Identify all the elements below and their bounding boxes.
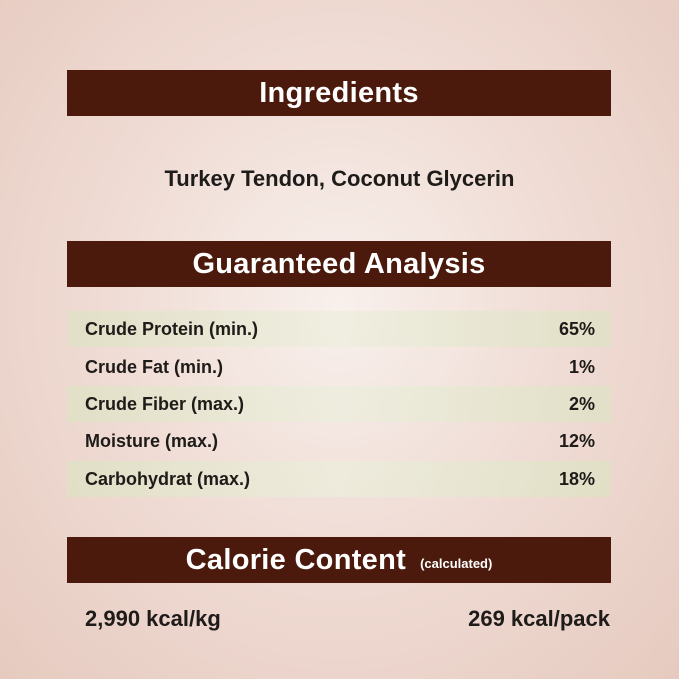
analysis-row: Moisture (max.) 12% bbox=[67, 423, 611, 459]
calorie-title: Calorie Content bbox=[185, 543, 407, 576]
analysis-title: Guaranteed Analysis bbox=[192, 247, 486, 280]
calorie-per-kg: 2,990 kcal/kg bbox=[85, 606, 221, 631]
analysis-row: Carbohydrat (max.) 18% bbox=[67, 461, 611, 497]
ingredients-banner: Ingredients bbox=[67, 70, 611, 116]
analysis-banner: Guaranteed Analysis bbox=[67, 241, 611, 287]
analysis-row: Crude Protein (min.) 65% bbox=[67, 311, 611, 347]
analysis-row: Crude Fat (min.) 1% bbox=[67, 349, 611, 385]
row-value: 18% bbox=[558, 468, 595, 489]
row-value: 2% bbox=[568, 393, 595, 414]
row-value: 1% bbox=[568, 356, 595, 377]
calorie-subtitle: (calculated) bbox=[420, 555, 493, 571]
row-label: Crude Fiber (max.) bbox=[85, 393, 245, 414]
row-label: Crude Protein (min.) bbox=[85, 318, 259, 339]
row-label: Moisture (max.) bbox=[85, 430, 219, 451]
row-value: 65% bbox=[558, 318, 595, 339]
analysis-row: Crude Fiber (max.) 2% bbox=[67, 386, 611, 422]
calorie-per-pack: 269 kcal/pack bbox=[468, 606, 610, 631]
calorie-banner: Calorie Content (calculated) bbox=[67, 537, 611, 583]
ingredients-title: Ingredients bbox=[259, 76, 419, 109]
row-label: Carbohydrat (max.) bbox=[85, 468, 251, 489]
row-label: Crude Fat (min.) bbox=[85, 356, 223, 377]
row-value: 12% bbox=[558, 430, 595, 451]
ingredients-text: Turkey Tendon, Coconut Glycerin bbox=[164, 166, 515, 191]
